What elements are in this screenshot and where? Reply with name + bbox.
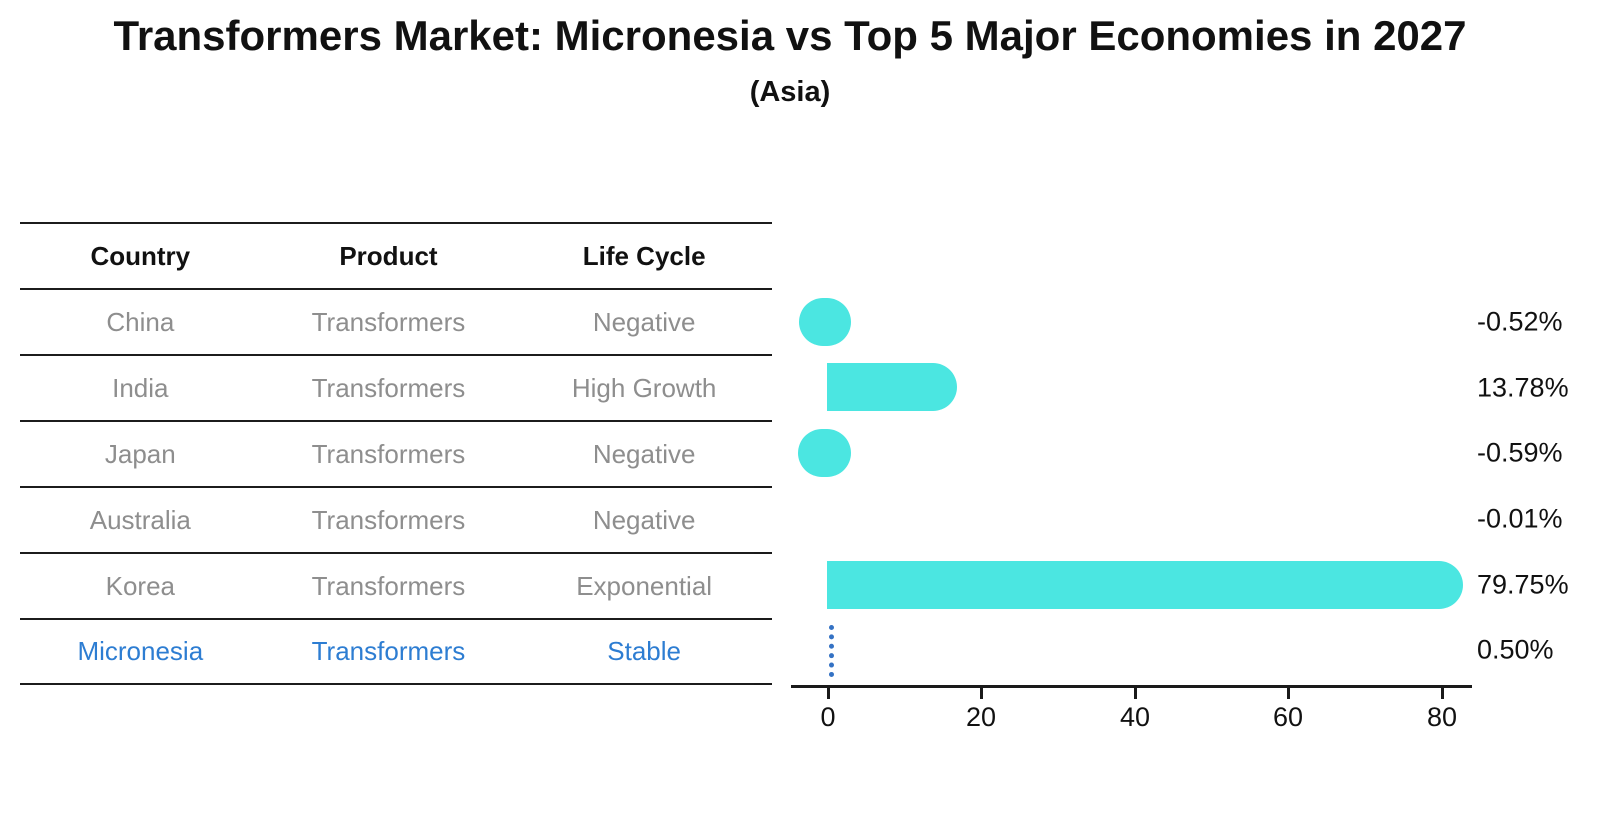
country-cell: Australia [89, 504, 191, 535]
bar-korea [827, 560, 1464, 609]
y-axis-tick [754, 683, 772, 685]
y-axis-tick [754, 486, 772, 488]
product-cell: Transformers [311, 570, 466, 601]
table-divider [20, 486, 772, 488]
table-divider [20, 288, 772, 290]
table-divider [20, 618, 772, 620]
table-border-top [20, 222, 772, 224]
chart-subtitle: (Asia) [749, 76, 831, 108]
life-cycle-cell: Negative [592, 306, 696, 337]
bar-japan [798, 429, 851, 478]
x-tick-label: 80 [1426, 702, 1458, 732]
table-row: Japan Transformers Negative [20, 422, 772, 486]
value-label: 13.78% [1477, 372, 1569, 403]
country-cell: Korea [105, 570, 175, 601]
column-header-country: Country [90, 240, 191, 271]
product-cell: Transformers [311, 438, 466, 469]
x-tick-label: 60 [1272, 702, 1304, 732]
life-cycle-cell: Stable [607, 635, 681, 666]
x-tick-label: 20 [965, 702, 997, 732]
y-axis-tick [754, 288, 772, 290]
table-row-highlighted: Micronesia Transformers Stable [20, 619, 772, 683]
country-cell: Japan [104, 438, 176, 469]
table-header-row: Country Product Life Cycle [20, 224, 772, 288]
life-cycle-cell: High Growth [571, 372, 717, 403]
country-cell: China [106, 306, 175, 337]
table-row: China Transformers Negative [20, 290, 772, 354]
x-axis-tick [827, 687, 830, 699]
y-axis-tick [754, 618, 772, 620]
column-header-product: Product [339, 240, 438, 271]
value-label: 79.75% [1477, 569, 1569, 600]
table-row: Australia Transformers Negative [20, 488, 772, 552]
x-axis-tick [1287, 687, 1290, 699]
table-row: India Transformers High Growth [20, 356, 772, 420]
life-cycle-cell: Negative [592, 504, 696, 535]
table-row: Korea Transformers Exponential [20, 554, 772, 618]
column-header-life-cycle: Life Cycle [582, 240, 706, 271]
life-cycle-cell: Exponential [576, 570, 713, 601]
y-axis-tick [754, 552, 772, 554]
micronesia-dotted-marker [828, 624, 834, 677]
product-cell: Transformers [311, 635, 466, 666]
country-cell: Micronesia [77, 635, 204, 666]
y-axis-tick [754, 420, 772, 422]
x-axis-tick [1441, 687, 1444, 699]
table-divider [20, 552, 772, 554]
life-cycle-cell: Negative [592, 438, 696, 469]
x-axis-tick [980, 687, 983, 699]
product-cell: Transformers [311, 372, 466, 403]
x-tick-label: 40 [1119, 702, 1151, 732]
table-divider [20, 420, 772, 422]
product-cell: Transformers [311, 504, 466, 535]
bar-india [827, 363, 957, 412]
value-label: -0.59% [1477, 437, 1563, 468]
x-tick-label: 0 [820, 702, 836, 732]
product-cell: Transformers [311, 306, 466, 337]
chart-title: Transformers Market: Micronesia vs Top 5… [113, 12, 1467, 59]
x-axis-line [791, 685, 1472, 688]
country-cell: India [112, 372, 169, 403]
bar-china [799, 297, 851, 346]
table-divider [20, 354, 772, 356]
value-label: 0.50% [1477, 634, 1554, 665]
x-axis-tick [1134, 687, 1137, 699]
value-label: -0.52% [1477, 306, 1563, 337]
bar-chart-plot-area: 0 20 40 60 80 [754, 222, 1472, 732]
table-border-bottom [20, 683, 772, 685]
y-axis-tick [754, 354, 772, 356]
value-label: -0.01% [1477, 503, 1563, 534]
